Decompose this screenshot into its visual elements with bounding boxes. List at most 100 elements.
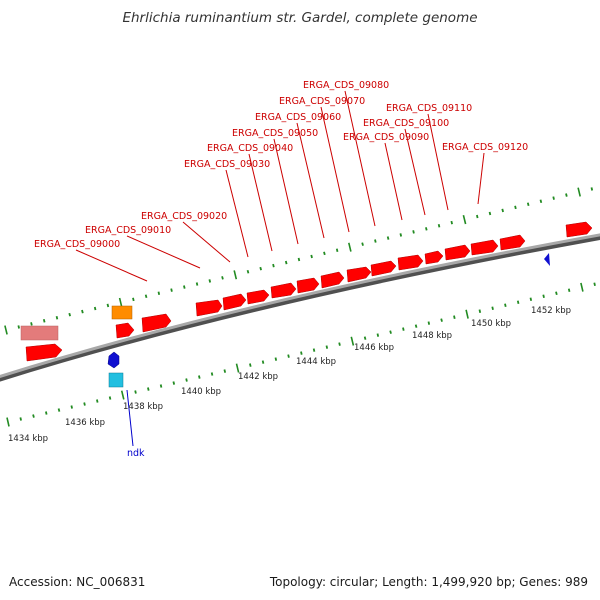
cds-arrow[interactable] [444, 244, 471, 261]
upper-ring-minor-tick [590, 187, 594, 191]
cds-arrow[interactable] [397, 254, 424, 271]
lower-ring-minor-tick [274, 357, 278, 361]
lower-ring-minor-tick [19, 417, 22, 421]
label-leader-line [477, 152, 485, 205]
upper-ring-minor-tick [437, 224, 441, 228]
upper-ring-minor-tick [501, 208, 504, 213]
lower-ring-major-tick [465, 309, 469, 319]
gene-label-ndk[interactable]: ndk [127, 448, 145, 459]
lower-ring-minor-tick [389, 330, 392, 334]
lower-ring-minor-tick [325, 345, 329, 349]
genome-summary-text: Topology: circular; Length: 1,499,920 bp… [269, 575, 588, 589]
pseudogene-feature[interactable] [20, 325, 59, 341]
blue-feature[interactable] [107, 351, 120, 369]
lower-ring-minor-tick [300, 351, 303, 355]
cds-arrow[interactable] [470, 239, 499, 256]
upper-ring-minor-tick [565, 193, 568, 197]
cds-arrow[interactable] [195, 299, 223, 317]
gene-label[interactable]: ERGA_CDS_09030 [184, 159, 270, 170]
cds-arrow[interactable] [246, 289, 270, 305]
lower-ring-minor-tick [542, 294, 545, 298]
label-leader-line [75, 249, 148, 282]
scale-label: 1434 kbp [8, 434, 48, 444]
lower-ring-minor-tick [134, 390, 137, 394]
scale-label: 1440 kbp [181, 387, 221, 397]
lower-ring-minor-tick [210, 372, 214, 376]
lower-ring-minor-tick [108, 396, 112, 400]
gene-label[interactable]: ERGA_CDS_09000 [34, 239, 120, 250]
gene-label[interactable]: ERGA_CDS_09090 [343, 132, 429, 143]
gene-label[interactable]: ERGA_CDS_09020 [141, 211, 227, 222]
label-leader-line [320, 106, 350, 233]
lower-ring-minor-tick [440, 318, 443, 322]
cds-arrow[interactable] [320, 271, 345, 289]
lower-ring-minor-tick [198, 375, 201, 379]
lower-ring-minor-tick [96, 399, 99, 403]
upper-ring-major-tick [348, 242, 352, 252]
gene-label[interactable]: ERGA_CDS_09010 [85, 225, 171, 236]
upper-ring-minor-tick [183, 285, 186, 289]
cds-arrow[interactable] [424, 250, 444, 265]
gene-label[interactable]: ERGA_CDS_09050 [232, 128, 318, 139]
upper-ring-major-tick [233, 270, 238, 280]
orange-feature[interactable] [111, 305, 133, 320]
label-leader-line [126, 235, 201, 269]
gene-label[interactable]: ERGA_CDS_09070 [279, 96, 365, 107]
lower-ring-minor-tick [287, 354, 290, 358]
cds-arrow[interactable] [25, 343, 63, 362]
cyan-feature[interactable] [108, 372, 124, 388]
lower-ring-minor-tick [491, 306, 494, 310]
cds-arrow[interactable] [115, 322, 135, 339]
cds-arrow[interactable] [141, 313, 172, 333]
gene-label[interactable]: ERGA_CDS_09120 [442, 142, 528, 153]
lower-ring-minor-tick [338, 342, 341, 346]
upper-ring-minor-tick [539, 199, 543, 204]
label-leader-line [427, 113, 449, 211]
upper-ring-minor-tick [450, 220, 453, 225]
cds-arrow[interactable] [222, 293, 247, 311]
upper-ring-minor-tick [30, 322, 33, 326]
upper-ring-minor-tick [157, 291, 161, 295]
cds-arrow[interactable] [565, 221, 593, 238]
lower-ring-minor-tick [57, 408, 61, 412]
gene-label[interactable]: ERGA_CDS_09060 [255, 112, 341, 123]
gene-label[interactable]: ERGA_CDS_09100 [363, 118, 449, 129]
cds-arrow[interactable] [370, 260, 397, 277]
upper-ring-major-tick [118, 297, 123, 307]
lower-ring-minor-tick [159, 384, 163, 388]
cds-arrow[interactable] [499, 234, 526, 251]
cds-arrow[interactable] [296, 277, 320, 294]
gene-label[interactable]: ERGA_CDS_09080 [303, 80, 389, 91]
upper-ring-minor-tick [93, 306, 97, 311]
lower-ring-minor-tick [402, 327, 405, 331]
lower-ring-minor-tick [478, 309, 482, 313]
gene-label[interactable]: ERGA_CDS_09110 [386, 103, 472, 114]
lower-ring-major-tick [120, 390, 125, 400]
upper-tick-ring [4, 187, 594, 335]
lower-ring-minor-tick [261, 360, 265, 364]
lower-ring-minor-tick [555, 291, 558, 296]
lower-tick-ring [6, 282, 596, 427]
upper-ring-minor-tick [476, 214, 479, 219]
upper-ring-minor-tick [323, 251, 326, 256]
scale-label: 1438 kbp [123, 402, 163, 412]
scale-label: 1450 kbp [471, 319, 511, 329]
upper-ring-minor-tick [412, 230, 415, 234]
lower-ring-minor-tick [529, 297, 533, 301]
lower-ring-minor-tick [312, 348, 316, 352]
label-leader-line [404, 128, 426, 216]
lower-ring-minor-tick [414, 324, 418, 328]
lower-ring-major-tick [580, 282, 584, 292]
lower-ring-minor-tick [70, 405, 73, 409]
map-title: Ehrlichia ruminantium str. Gardel, compl… [122, 10, 478, 26]
label-leader-line [273, 138, 299, 245]
cds-arrow[interactable] [270, 282, 297, 299]
scale-label: 1448 kbp [412, 331, 452, 341]
gene-label[interactable]: ERGA_CDS_09040 [207, 143, 293, 154]
upper-ring-minor-tick [310, 254, 313, 259]
reverse-cds-feature[interactable] [544, 253, 550, 266]
upper-ring-minor-tick [221, 276, 224, 280]
label-leader-lines [75, 90, 485, 447]
upper-ring-minor-tick [374, 239, 377, 243]
cds-arrow[interactable] [346, 266, 372, 283]
